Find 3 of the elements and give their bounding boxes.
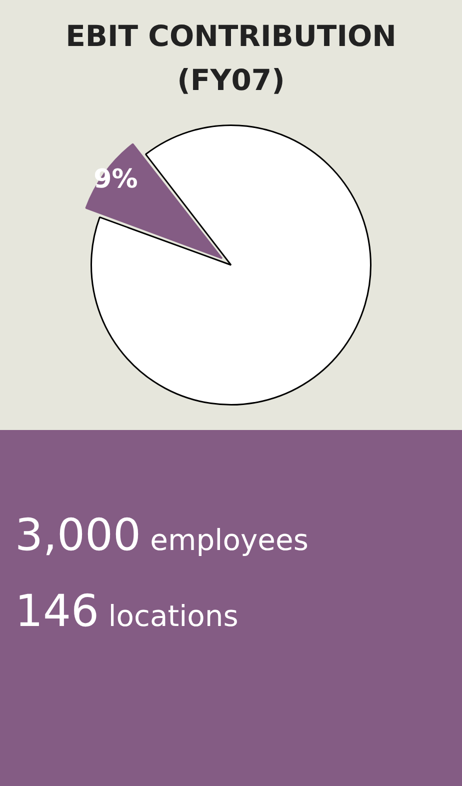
text: 3,000 employees [15,510,308,561]
text: 146 locations [15,586,238,637]
chart-title: EBIT CONTRIBUTION (FY07) [64,18,398,99]
